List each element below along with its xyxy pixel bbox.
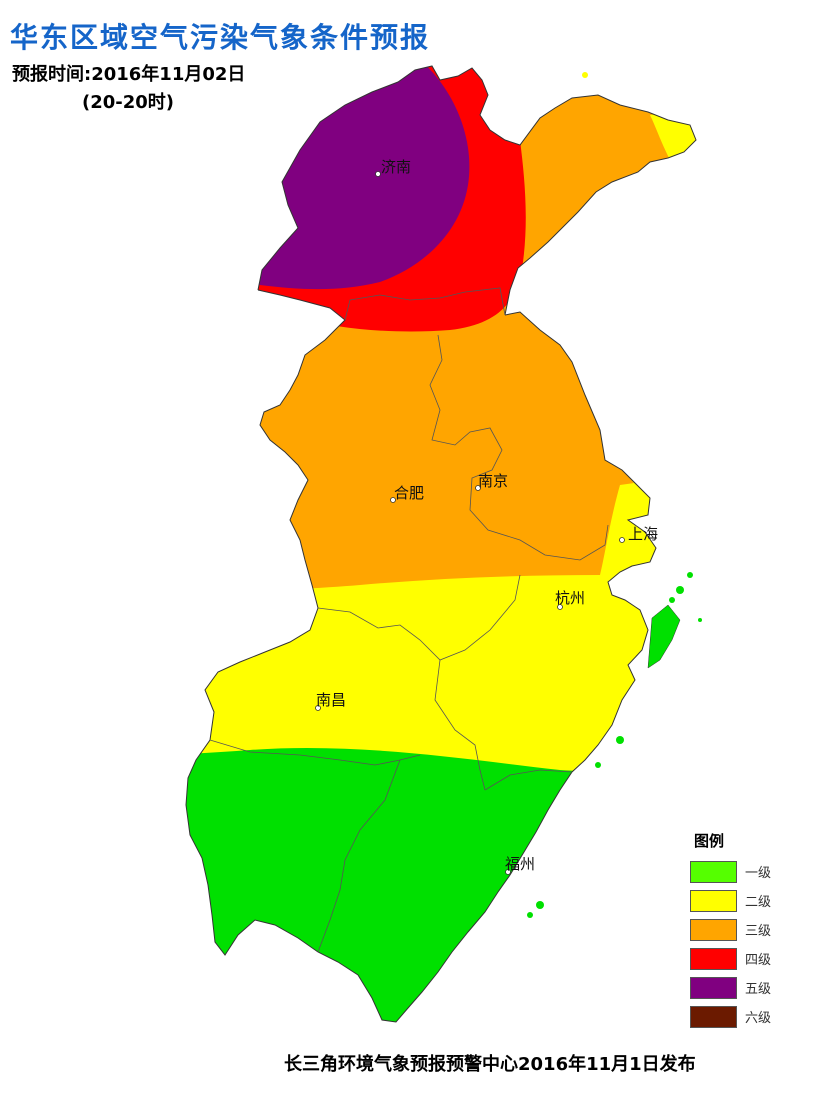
city-label-shanghai: 上海 bbox=[628, 525, 658, 543]
legend-swatch bbox=[690, 976, 737, 999]
city-label-fuzhou: 福州 bbox=[505, 855, 535, 873]
legend-swatch bbox=[690, 860, 737, 883]
legend-title: 图例 bbox=[694, 832, 725, 850]
legend-label: 六级 bbox=[745, 1011, 772, 1026]
legend-item: 五级 bbox=[690, 973, 800, 1002]
nanchang-marker bbox=[315, 705, 321, 711]
nanjing-marker bbox=[475, 485, 481, 491]
legend-item: 三级 bbox=[690, 915, 800, 944]
city-label-jinan: 济南 bbox=[381, 158, 411, 176]
legend-item: 二级 bbox=[690, 886, 800, 915]
hangzhou-marker bbox=[557, 604, 563, 610]
city-label-hefei: 合肥 bbox=[394, 484, 424, 502]
legend-label: 一级 bbox=[745, 866, 772, 881]
legend-item: 六级 bbox=[690, 1002, 800, 1031]
city-label-hangzhou: 杭州 bbox=[555, 589, 585, 607]
shanghai-marker bbox=[619, 537, 625, 543]
legend-swatch bbox=[690, 889, 737, 912]
legend-item: 四级 bbox=[690, 944, 800, 973]
hefei-marker bbox=[390, 497, 396, 503]
forecast-time-range: (20-20时) bbox=[82, 92, 175, 113]
land-outline bbox=[185, 65, 697, 1023]
fuzhou-marker bbox=[505, 869, 511, 875]
legend-swatch bbox=[690, 1005, 737, 1028]
jinan-marker bbox=[375, 171, 381, 177]
legend-swatch bbox=[690, 947, 737, 970]
legend-label: 四级 bbox=[745, 953, 772, 968]
legend-swatch bbox=[690, 918, 737, 941]
legend-label: 三级 bbox=[745, 924, 772, 939]
city-label-nanjing: 南京 bbox=[478, 472, 508, 490]
legend-label: 五级 bbox=[745, 982, 772, 997]
publisher-footer: 长三角环境气象预报预警中心2016年11月1日发布 bbox=[284, 1054, 696, 1075]
province-borders bbox=[209, 287, 609, 953]
legend-item: 一级 bbox=[690, 857, 800, 886]
map-title: 华东区域空气污染气象条件预报 bbox=[10, 21, 431, 54]
legend-label: 二级 bbox=[745, 895, 772, 910]
offshore-islands bbox=[527, 72, 702, 918]
city-label-nanchang: 南昌 bbox=[316, 691, 346, 709]
forecast-date: 预报时间:2016年11月02日 bbox=[12, 64, 246, 85]
legend: 图例 一级 二级 三级 四级 五级 六级 bbox=[690, 830, 800, 1031]
